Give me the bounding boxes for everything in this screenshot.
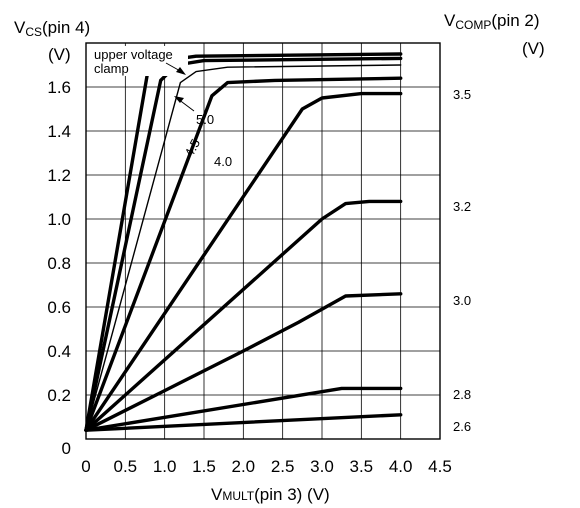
y-tick-label: 0.6 <box>47 298 71 317</box>
x-tick-label: 1.0 <box>153 457 177 476</box>
series-line-2.8 <box>84 386 403 432</box>
series-line-3.2 <box>84 199 403 432</box>
x-tick-label: 3.0 <box>310 457 334 476</box>
series-label-5.0: 5.0 <box>196 112 214 127</box>
series-title: VCOMP(pin 2) <box>444 11 540 32</box>
x-tick-label: 2.0 <box>232 457 256 476</box>
y-tick-label: 1.2 <box>47 166 71 185</box>
y-tick-label: 1.6 <box>47 78 71 97</box>
series-label-3.5: 3.5 <box>453 87 471 102</box>
y-tick-label: 0.4 <box>47 342 71 361</box>
annotation-background <box>92 46 188 76</box>
y-tick-labels: 0 0.2 0.4 0.6 0.8 1.0 1.2 1.4 1.6 <box>47 78 71 458</box>
annotation-arrowhead <box>176 67 186 75</box>
series-label-3.2: 3.2 <box>453 199 471 214</box>
series-line-3.5 <box>84 91 403 432</box>
series-label-4.0: 4.0 <box>214 154 232 169</box>
x-tick-label: 2.5 <box>271 457 295 476</box>
y-tick-label: 0 <box>62 439 71 458</box>
series-line-4.0 <box>84 76 403 432</box>
label-5.0-arrowhead <box>174 96 184 103</box>
y-tick-label: 0.2 <box>47 386 71 405</box>
x-tick-labels: 0 0.5 1.0 1.5 2.0 2.5 3.0 3.5 4.0 4.5 <box>81 457 452 476</box>
plot-area <box>85 42 441 440</box>
x-tick-label: 0.5 <box>114 457 138 476</box>
series-label-3.0: 3.0 <box>453 293 471 308</box>
series-line-2.6 <box>84 413 403 432</box>
x-tick-label: 1.5 <box>192 457 216 476</box>
x-tick-label: 0 <box>81 457 90 476</box>
series-line-3.0 <box>84 292 403 432</box>
annotation-line-2: clamp <box>94 61 129 76</box>
series-label-4.5: 4.5 <box>181 136 203 159</box>
x-tick-label: 4.5 <box>428 457 452 476</box>
y-tick-label: 1.0 <box>47 210 71 229</box>
y-tick-label: 1.4 <box>47 122 71 141</box>
y-axis-unit: (V) <box>48 45 71 64</box>
series-unit: (V) <box>522 39 545 58</box>
series-value-labels: 5.0 4.5 4.0 3.5 3.2 3.0 2.8 2.6 <box>181 87 471 434</box>
grid <box>86 43 440 439</box>
annotation-line-1: upper voltage <box>94 47 173 62</box>
y-axis-title: VCS(pin 4) <box>14 18 90 39</box>
x-axis-title: VMULT(pin 3) (V) <box>211 485 330 504</box>
series-line-4.5 <box>85 64 402 431</box>
series-label-2.6: 2.6 <box>453 419 471 434</box>
series-label-2.8: 2.8 <box>453 387 471 402</box>
y-tick-label: 0.8 <box>47 254 71 273</box>
x-tick-label: 4.0 <box>389 457 413 476</box>
x-tick-label: 3.5 <box>350 457 374 476</box>
